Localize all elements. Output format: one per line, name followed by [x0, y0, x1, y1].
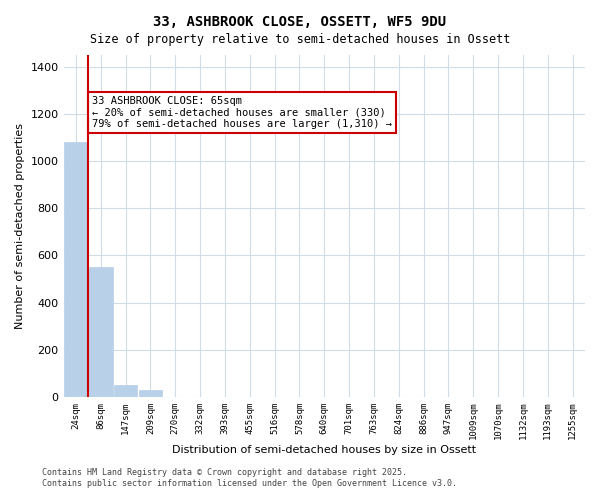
Bar	[114, 385, 137, 397]
Bar	[89, 267, 113, 397]
Text: 33, ASHBROOK CLOSE, OSSETT, WF5 9DU: 33, ASHBROOK CLOSE, OSSETT, WF5 9DU	[154, 15, 446, 29]
Text: Size of property relative to semi-detached houses in Ossett: Size of property relative to semi-detach…	[90, 32, 510, 46]
Text: Contains HM Land Registry data © Crown copyright and database right 2025.
Contai: Contains HM Land Registry data © Crown c…	[42, 468, 457, 487]
Bar	[64, 142, 88, 397]
Text: 33 ASHBROOK CLOSE: 65sqm
← 20% of semi-detached houses are smaller (330)
79% of : 33 ASHBROOK CLOSE: 65sqm ← 20% of semi-d…	[92, 96, 392, 129]
X-axis label: Distribution of semi-detached houses by size in Ossett: Distribution of semi-detached houses by …	[172, 445, 476, 455]
Y-axis label: Number of semi-detached properties: Number of semi-detached properties	[15, 123, 25, 329]
Bar	[139, 390, 162, 397]
